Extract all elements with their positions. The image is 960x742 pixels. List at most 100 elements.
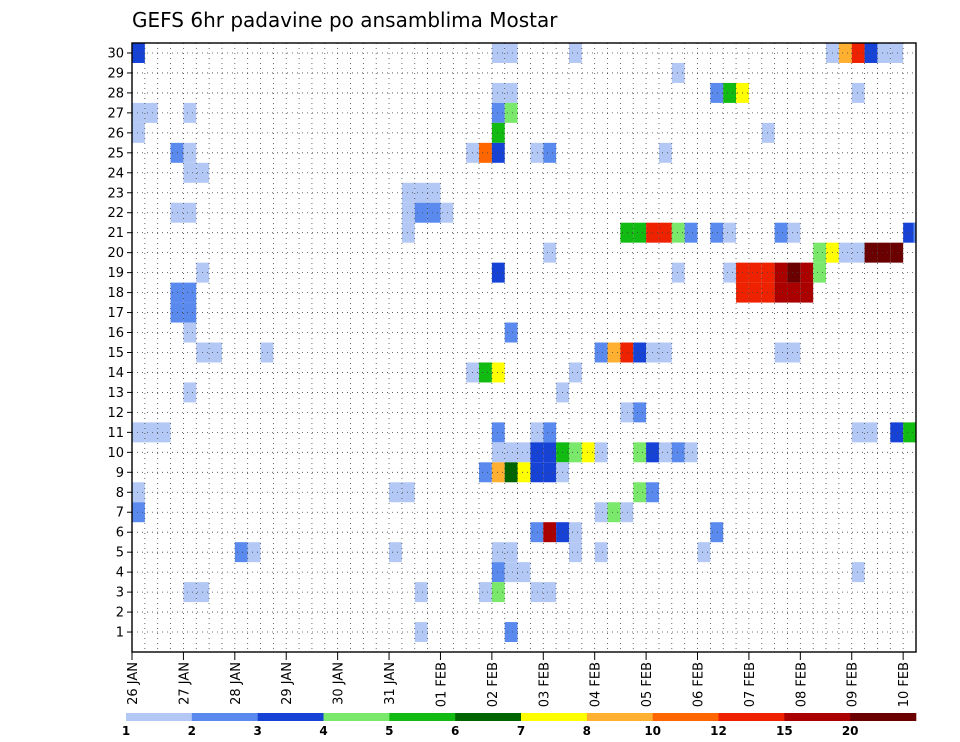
- heatmap-cell: [568, 43, 582, 63]
- heatmap-cell: [401, 202, 415, 223]
- heatmap-cell: [684, 442, 698, 463]
- heatmap-cell: [234, 542, 248, 563]
- y-tick-label: 2: [116, 606, 124, 621]
- heatmap-cell: [183, 162, 197, 183]
- heatmap-cell: [491, 82, 505, 103]
- heatmap-cell: [144, 102, 158, 123]
- y-tick-label: 27: [107, 106, 124, 121]
- axes: 1234567891011121314151617181920212223242…: [107, 42, 917, 707]
- heatmap-cell: [620, 402, 634, 423]
- heatmap-cell: [247, 542, 261, 563]
- heatmap-cell: [491, 262, 505, 283]
- heatmap-cell: [723, 222, 737, 243]
- heatmap-cell: [543, 462, 557, 483]
- x-tick-label: 04 FEB: [589, 662, 604, 707]
- colorbar-label: 4: [319, 724, 327, 738]
- y-tick-label: 9: [116, 466, 124, 481]
- heatmap-cell: [389, 482, 402, 503]
- x-tick-label: 28 JAN: [229, 662, 244, 705]
- heatmap-cell: [903, 422, 916, 443]
- heatmap-cell: [543, 242, 557, 263]
- heatmap-cell: [710, 222, 724, 243]
- heatmap-cell: [183, 142, 197, 163]
- heatmap-cell: [504, 322, 518, 343]
- colorbar-swatch: [718, 713, 785, 721]
- heatmap-cell: [851, 242, 865, 263]
- heatmap-cell: [568, 522, 582, 543]
- heatmap-cell: [864, 422, 878, 443]
- colorbar-label: 1: [122, 724, 130, 738]
- heatmap-cell: [517, 442, 531, 463]
- y-tick-label: 17: [107, 306, 124, 321]
- heatmap-cell: [761, 262, 775, 283]
- heatmap-cell: [491, 43, 505, 63]
- colorbar-label: 20: [842, 724, 859, 738]
- heatmap-cell: [658, 442, 672, 463]
- heatmap-cell: [761, 282, 775, 303]
- y-tick-label: 21: [107, 226, 124, 241]
- heatmap-cell: [761, 122, 775, 143]
- heatmap-cell: [851, 562, 865, 583]
- heatmap-cell: [491, 582, 505, 603]
- heatmap-cell: [504, 562, 518, 583]
- heatmap-cell: [183, 202, 197, 223]
- x-tick-label: 10 FEB: [897, 662, 912, 707]
- x-tick-label: 09 FEB: [846, 662, 861, 707]
- heatmap-cell: [774, 222, 788, 243]
- heatmap-cell: [183, 582, 197, 603]
- heatmap-cell: [132, 502, 145, 523]
- heatmap-cell: [479, 462, 492, 483]
- chart-title: GEFS 6hr padavine po ansamblima Mostar: [132, 8, 558, 32]
- heatmap-cell: [209, 342, 222, 363]
- y-tick-label: 19: [107, 266, 124, 281]
- colorbar-swatch: [257, 713, 324, 721]
- heatmap-cell: [401, 182, 415, 203]
- colorbar-label: 8: [583, 724, 591, 738]
- heatmap-cell: [479, 362, 492, 383]
- heatmap-cell: [401, 482, 415, 503]
- y-tick-label: 6: [116, 526, 124, 541]
- x-tick-label: 29 JAN: [280, 662, 295, 705]
- heatmap-cell: [132, 482, 145, 503]
- heatmap-cell: [684, 222, 698, 243]
- heatmap-cell: [440, 202, 454, 223]
- heatmap-cell: [170, 282, 184, 303]
- heatmap-cell: [851, 82, 865, 103]
- heatmap-cell: [620, 502, 634, 523]
- heatmap-cell: [864, 242, 878, 263]
- heatmap-cell: [479, 142, 492, 163]
- heatmap-cell: [491, 422, 505, 443]
- colorbar-swatch: [389, 713, 456, 721]
- heatmap-cell: [620, 342, 634, 363]
- x-tick-label: 03 FEB: [537, 662, 552, 707]
- heatmap-cell: [594, 502, 608, 523]
- heatmap-cell: [913, 422, 916, 443]
- heatmap-cells: [132, 43, 916, 643]
- colorbar-swatch: [521, 713, 588, 721]
- heatmap-cell: [543, 442, 557, 463]
- y-tick-label: 12: [107, 406, 124, 421]
- y-tick-label: 30: [107, 46, 124, 61]
- y-tick-label: 1: [116, 626, 124, 641]
- heatmap-cell: [903, 222, 916, 243]
- heatmap-cell: [504, 82, 518, 103]
- heatmap-cell: [504, 462, 518, 483]
- heatmap-cell: [633, 342, 647, 363]
- x-tick-label: 06 FEB: [692, 662, 707, 707]
- heatmap-cell: [710, 522, 724, 543]
- heatmap-cell: [530, 142, 544, 163]
- heatmap-cell: [671, 62, 685, 83]
- heatmap-cell: [838, 43, 852, 63]
- heatmap-cell: [491, 362, 505, 383]
- heatmap-cell: [491, 142, 505, 163]
- heatmap-cell: [607, 342, 621, 363]
- heatmap-cell: [813, 242, 827, 263]
- heatmap-cell: [787, 282, 801, 303]
- y-tick-label: 28: [107, 86, 124, 101]
- heatmap-cell: [607, 502, 621, 523]
- colorbar-swatch: [586, 713, 653, 721]
- heatmap-cell: [543, 522, 557, 543]
- heatmap-cell: [594, 542, 608, 563]
- y-tick-label: 16: [107, 326, 124, 341]
- heatmap-cell: [414, 182, 428, 203]
